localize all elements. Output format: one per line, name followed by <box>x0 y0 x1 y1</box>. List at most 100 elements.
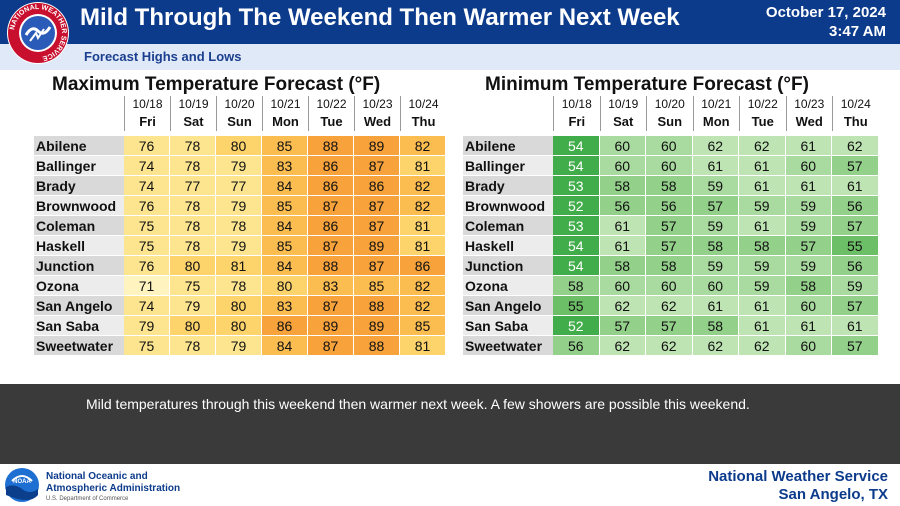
min-cell: 57 <box>832 156 879 176</box>
max-cell: 74 <box>124 156 170 176</box>
max-day-header: Sat <box>170 113 216 131</box>
min-date-header: 10/21 <box>692 96 740 113</box>
max-cell: 79 <box>216 196 262 216</box>
min-cell: 61 <box>785 316 832 336</box>
max-cell: 84 <box>262 216 308 236</box>
min-cell: 54 <box>553 236 600 256</box>
min-city-label: Haskell <box>463 236 553 256</box>
min-cell: 59 <box>692 216 739 236</box>
max-date-header: 10/19 <box>170 96 216 113</box>
min-cell: 62 <box>692 136 739 156</box>
max-cell: 87 <box>308 296 354 316</box>
min-cell: 61 <box>832 176 879 196</box>
max-cell: 81 <box>400 336 446 356</box>
max-cell: 89 <box>354 316 400 336</box>
max-cell: 88 <box>354 296 400 316</box>
min-cell: 58 <box>553 276 600 296</box>
max-cell: 86 <box>262 316 308 336</box>
max-city-label: San Angelo <box>34 296 124 316</box>
max-cell: 87 <box>308 336 354 356</box>
max-day-header: Wed <box>354 113 400 131</box>
min-temp-panel: Minimum Temperature Forecast (°F) 10/18 F… <box>463 74 881 356</box>
min-day-header: Sun <box>646 113 693 131</box>
max-cell: 82 <box>400 276 446 296</box>
max-city-label: Brownwood <box>34 196 124 216</box>
min-cell: 57 <box>832 296 879 316</box>
min-cell: 59 <box>785 196 832 216</box>
max-cell: 82 <box>400 296 446 316</box>
max-cell: 76 <box>124 196 170 216</box>
max-cell: 78 <box>170 156 216 176</box>
min-cell: 61 <box>599 216 646 236</box>
max-day-header: Mon <box>262 113 308 131</box>
max-city-label: Junction <box>34 256 124 276</box>
min-cell: 61 <box>692 296 739 316</box>
timestamp: October 17, 2024 3:47 AM <box>766 3 886 41</box>
min-cell: 56 <box>599 196 646 216</box>
max-city-label: Haskell <box>34 236 124 256</box>
max-city-label: San Saba <box>34 316 124 336</box>
min-cell: 58 <box>646 176 693 196</box>
min-cell: 60 <box>599 276 646 296</box>
min-cell: 59 <box>739 196 786 216</box>
max-cell: 80 <box>170 256 216 276</box>
min-city-label: San Angelo <box>463 296 553 316</box>
min-cell: 54 <box>553 136 600 156</box>
min-cell: 58 <box>599 176 646 196</box>
min-cell: 60 <box>646 136 693 156</box>
max-cell: 77 <box>216 176 262 196</box>
max-cell: 82 <box>400 176 446 196</box>
min-cell: 56 <box>832 196 879 216</box>
min-cell: 57 <box>646 236 693 256</box>
min-cell: 52 <box>553 196 600 216</box>
min-cell: 55 <box>832 236 879 256</box>
min-cell: 60 <box>646 276 693 296</box>
min-date-header: 10/23 <box>785 96 833 113</box>
max-cell: 80 <box>170 316 216 336</box>
min-cell: 57 <box>599 316 646 336</box>
min-cell: 61 <box>599 236 646 256</box>
max-cell: 85 <box>262 196 308 216</box>
min-cell: 52 <box>553 316 600 336</box>
min-cell: 56 <box>832 256 879 276</box>
min-cell: 59 <box>739 276 786 296</box>
noaa-name: National Oceanic and Atmospheric Adminis… <box>46 471 180 495</box>
max-cell: 81 <box>216 256 262 276</box>
min-cell: 57 <box>692 196 739 216</box>
min-cell: 61 <box>832 316 879 336</box>
min-day-header: Tue <box>739 113 786 131</box>
max-cell: 87 <box>354 256 400 276</box>
max-date-header: 10/22 <box>308 96 354 113</box>
nws-office-line1: National Weather Service <box>708 468 888 485</box>
min-city-label: Brownwood <box>463 196 553 216</box>
min-cell: 61 <box>739 156 786 176</box>
max-date-header: 10/21 <box>262 96 308 113</box>
min-day-header: Wed <box>785 113 833 131</box>
max-cell: 75 <box>170 276 216 296</box>
noaa-name-line1: National Oceanic and <box>46 471 148 482</box>
noaa-logo-text: NOAA <box>13 479 31 485</box>
max-date-header: 10/23 <box>354 96 400 113</box>
max-cell: 76 <box>124 256 170 276</box>
header-bar <box>0 0 900 44</box>
min-cell: 60 <box>785 156 832 176</box>
min-cell: 57 <box>646 316 693 336</box>
max-cell: 77 <box>170 176 216 196</box>
min-cell: 60 <box>646 156 693 176</box>
max-cell: 75 <box>124 216 170 236</box>
min-date-header: 10/22 <box>739 96 786 113</box>
min-date-header: 10/18 <box>553 96 600 113</box>
max-cell: 84 <box>262 256 308 276</box>
max-cell: 88 <box>308 136 354 156</box>
max-cell: 79 <box>216 156 262 176</box>
min-cell: 58 <box>646 256 693 276</box>
max-cell: 86 <box>308 216 354 236</box>
max-temp-title: Maximum Temperature Forecast (°F) <box>52 74 381 95</box>
subtitle: Forecast Highs and Lows <box>84 49 242 64</box>
min-cell: 58 <box>785 276 832 296</box>
max-cell: 81 <box>400 216 446 236</box>
min-date-header: 10/20 <box>646 96 693 113</box>
min-day-header: Thu <box>832 113 879 131</box>
max-city-label: Abilene <box>34 136 124 156</box>
max-cell: 76 <box>124 136 170 156</box>
